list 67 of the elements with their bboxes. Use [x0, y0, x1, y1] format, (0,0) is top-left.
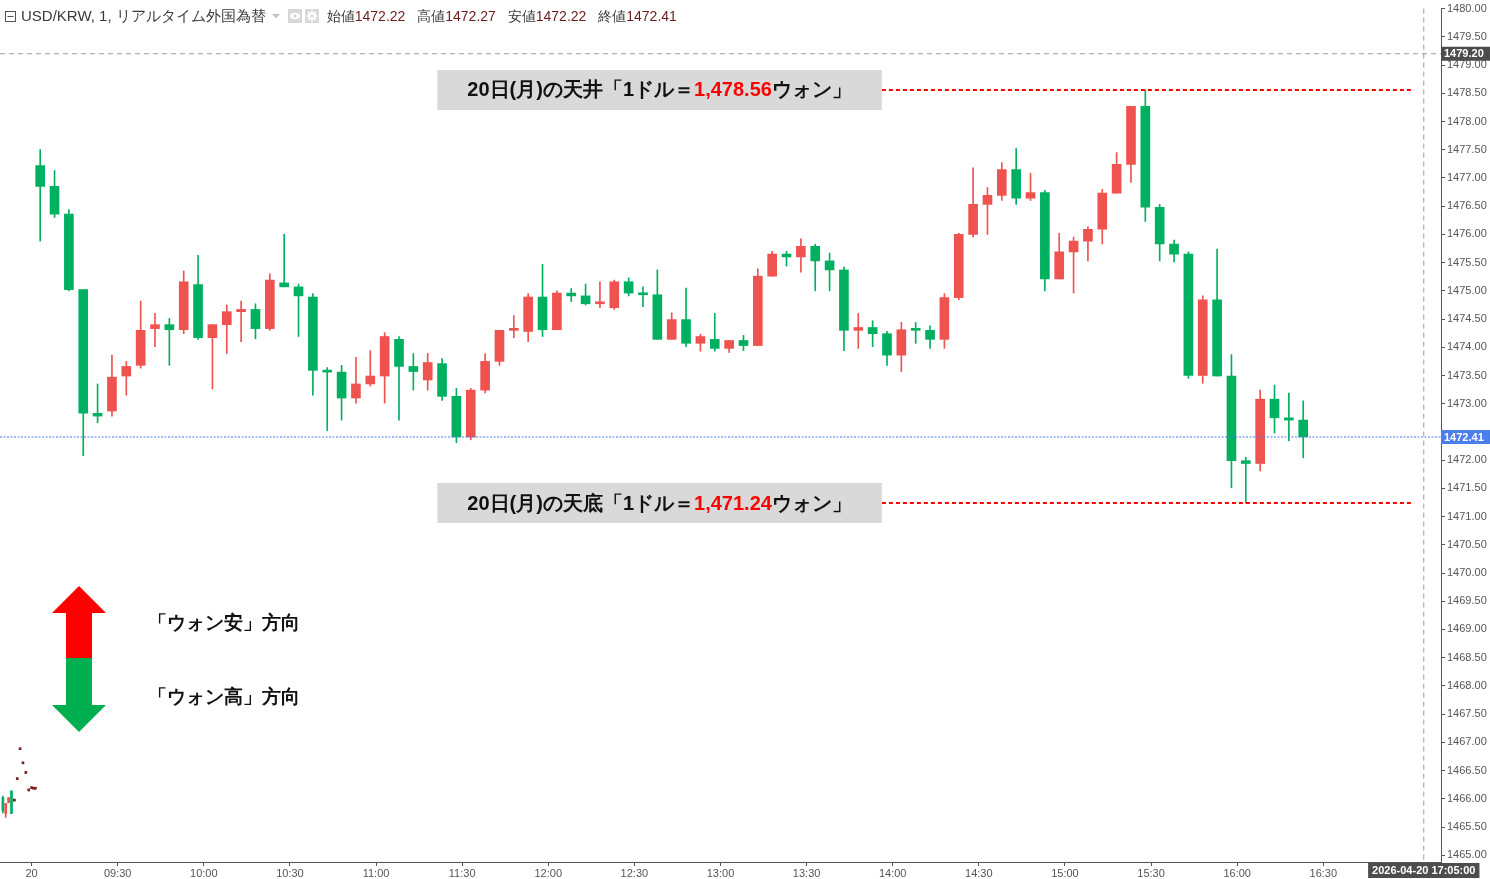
y-tick-label: 1466.00 — [1447, 791, 1487, 804]
y-tick-label: 1478.50 — [1447, 86, 1487, 99]
candlestick — [150, 313, 160, 348]
x-tick-label: 13:30 — [792, 866, 821, 879]
x-tick-label: 10:00 — [190, 866, 218, 879]
y-tick-label: 1479.00 — [1447, 58, 1487, 71]
candlestick — [1284, 392, 1294, 442]
y-tick-label: 1468.50 — [1447, 650, 1487, 663]
candlestick — [853, 313, 864, 349]
y-tick-label: 1476.50 — [1447, 199, 1487, 212]
x-tick-label: 13:00 — [706, 866, 735, 879]
y-tick-label: 1480.00 — [1447, 1, 1487, 14]
y-tick-label: 1473.50 — [1447, 368, 1487, 381]
x-tick-label: 15:00 — [1051, 866, 1079, 879]
y-tick-label: 1471.00 — [1447, 509, 1487, 522]
annotation: 「ウォン安」方向 — [148, 611, 300, 635]
x-tick-label: 09:30 — [103, 866, 132, 879]
x-tick-label: 20 — [25, 866, 38, 879]
y-tick-label: 1469.50 — [1447, 594, 1487, 607]
ref-line-label: 1479.20 — [1444, 47, 1484, 60]
y-tick-label: 1469.00 — [1447, 622, 1487, 635]
y-tick-label: 1478.00 — [1447, 114, 1487, 127]
y-tick-label: 1479.50 — [1447, 29, 1487, 42]
chart-title: USD/KRW, 1, リアルタイム外国為替 — [21, 7, 266, 25]
ref-line-label: 20日(月)の天井「1ドル＝1,478.56ウォン」 — [467, 78, 852, 101]
candlestick — [595, 281, 605, 309]
candlestick — [910, 322, 921, 344]
x-tick-label: 12:00 — [534, 866, 563, 879]
candlestick — [709, 313, 720, 352]
y-tick-label: 1467.00 — [1447, 735, 1487, 748]
y-tick-label: 1470.00 — [1447, 566, 1487, 579]
annotation: 「ウォン高」方向 — [148, 685, 300, 709]
y-tick-label: 1467.50 — [1447, 707, 1487, 720]
y-tick-label: 1472.00 — [1447, 453, 1487, 466]
ref-line-label: 20日(月)の天底「1ドル＝1,471.24ウォン」 — [467, 491, 852, 514]
candlestick — [236, 300, 246, 342]
y-tick-label: 1474.50 — [1447, 312, 1487, 325]
y-tick-label: 1465.00 — [1447, 848, 1487, 861]
candlestick — [35, 149, 46, 242]
ref-line-label: 1472.41 — [1444, 430, 1484, 443]
x-tick-label: 12:30 — [620, 866, 649, 879]
x-tick-label: 14:30 — [965, 866, 993, 879]
x-tick-label: 16:30 — [1309, 866, 1338, 879]
ref-line-label: 2026-04-20 17:05:00 — [1372, 864, 1476, 877]
y-tick-label: 1476.00 — [1447, 227, 1487, 240]
y-tick-label: 1470.50 — [1447, 537, 1487, 550]
y-tick-label: 1477.00 — [1447, 170, 1487, 183]
y-tick-label: 1474.00 — [1447, 340, 1487, 353]
y-tick-label: 1466.50 — [1447, 763, 1487, 776]
x-tick-label: 11:30 — [448, 866, 476, 879]
y-tick-label: 1475.00 — [1447, 283, 1487, 296]
y-tick-label: 1471.50 — [1447, 481, 1487, 494]
y-tick-label: 1473.00 — [1447, 396, 1487, 409]
candlestick — [1240, 456, 1251, 504]
y-tick-label: 1465.50 — [1447, 820, 1487, 833]
chart-subtitle: 始値1472.22 高値1472.27 安値1472.22 終値1472.41 — [326, 8, 677, 24]
y-tick-label: 1468.00 — [1447, 678, 1487, 691]
candlestick — [508, 315, 519, 338]
y-tick-label: 1475.50 — [1447, 255, 1487, 268]
x-tick-label: 11:00 — [362, 866, 390, 879]
x-tick-label: 16:00 — [1223, 866, 1251, 879]
candlestick — [638, 286, 648, 307]
candlestick — [365, 350, 376, 387]
x-tick-label: 15:30 — [1137, 866, 1165, 879]
y-tick-label: 1477.50 — [1447, 142, 1487, 155]
x-tick-label: 14:00 — [878, 866, 907, 879]
x-tick-label: 10:30 — [276, 866, 304, 879]
